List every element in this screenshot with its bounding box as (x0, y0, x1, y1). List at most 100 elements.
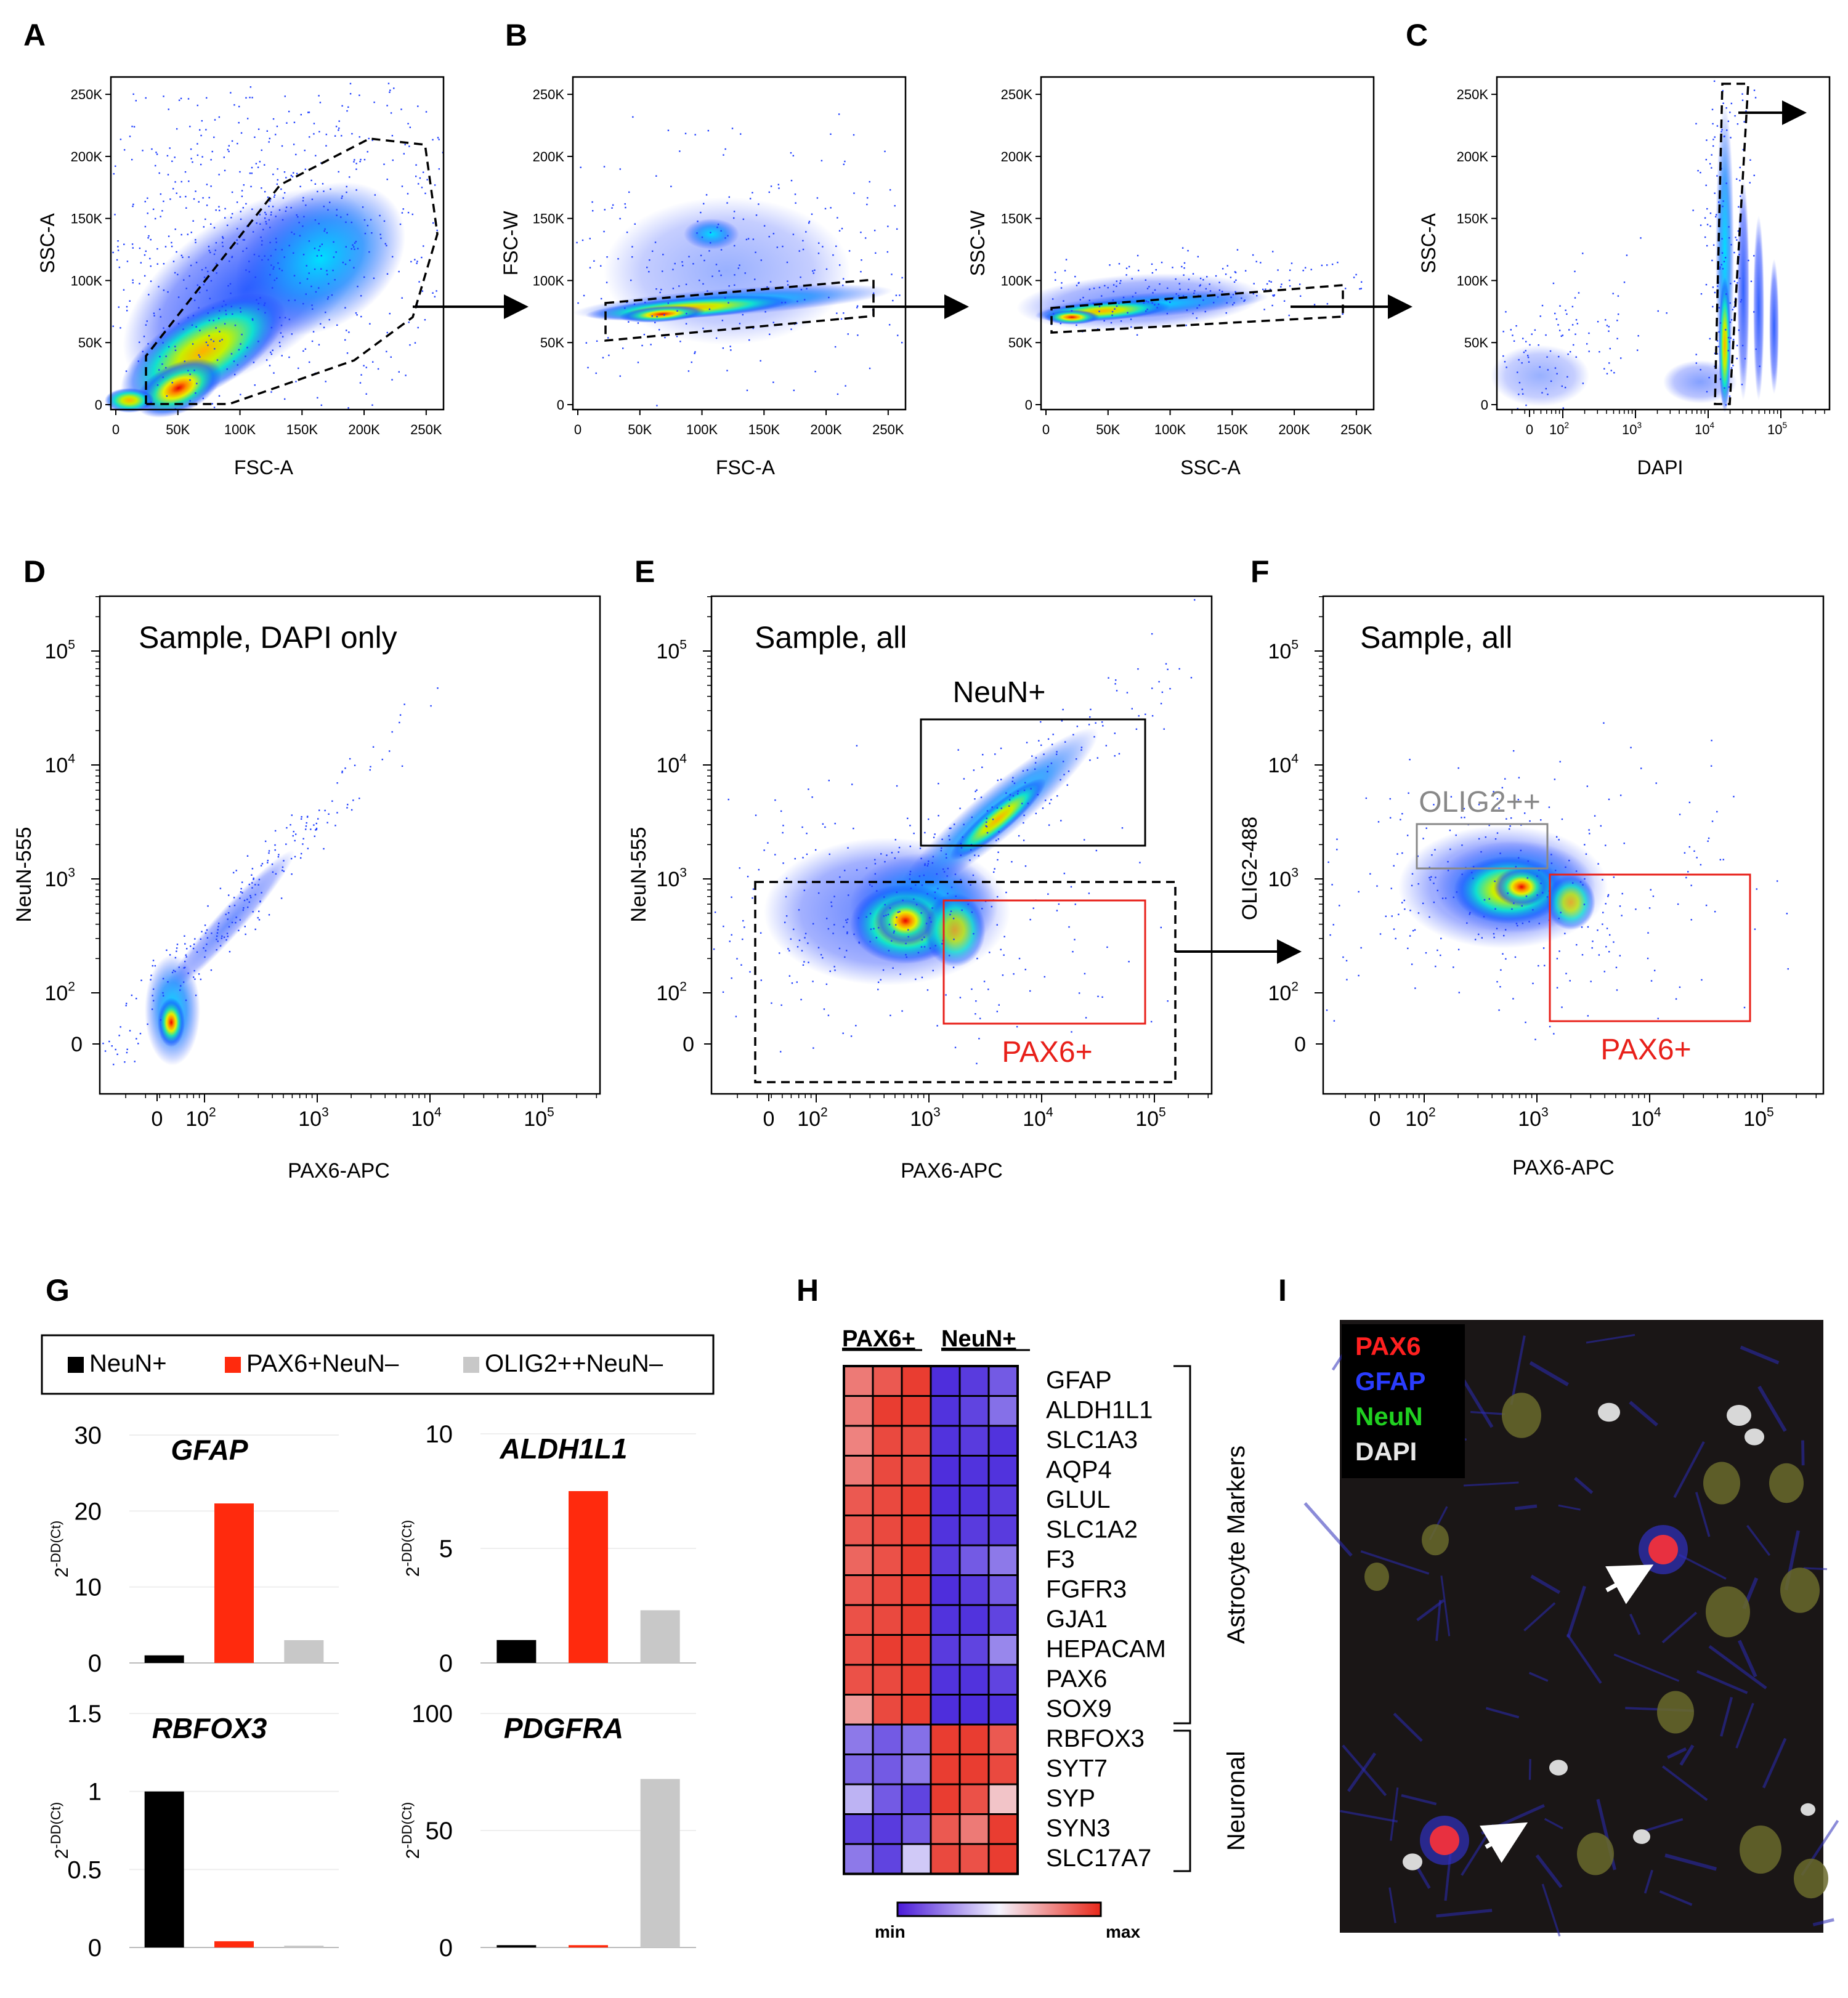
flow-event (1135, 292, 1137, 294)
gfap-process (1803, 1567, 1828, 1571)
flow-event (955, 896, 957, 897)
flow-event (314, 835, 316, 838)
flow-event (359, 382, 362, 384)
flow-event (1606, 373, 1608, 374)
flow-event (200, 134, 202, 137)
flow-event (335, 126, 338, 127)
flow-event (860, 270, 862, 273)
flow-event (195, 261, 198, 264)
flow-event (1565, 973, 1567, 974)
flow-event (861, 259, 862, 261)
flow-event (1040, 721, 1042, 723)
flow-event (971, 988, 973, 990)
gate-b2 (1050, 284, 1344, 334)
x-tick-label: 104 (411, 1106, 442, 1131)
flow-event (745, 238, 748, 241)
flow-event (785, 896, 787, 898)
flow-event (216, 948, 217, 951)
flow-event (846, 950, 848, 952)
flow-event (1440, 937, 1442, 939)
flow-event (1167, 1000, 1169, 1002)
flow-event (290, 823, 291, 826)
flow-event (1151, 687, 1153, 689)
heatmap-cell (843, 1395, 874, 1427)
flow-event (240, 891, 242, 893)
flow-event (1546, 896, 1549, 898)
flow-event (833, 966, 835, 968)
flow-event (1326, 303, 1329, 305)
flow-event (1151, 715, 1154, 717)
flow-event (213, 136, 215, 139)
flow-event (132, 279, 134, 281)
flow-event (383, 163, 385, 165)
flow-event (591, 201, 593, 203)
flow-event (272, 871, 274, 873)
flow-event (206, 184, 208, 185)
y-tick-label: 0 (1481, 397, 1488, 413)
flow-event (843, 926, 845, 928)
flow-event (1061, 720, 1063, 722)
flow-event (877, 981, 880, 984)
flow-event (752, 327, 754, 330)
flow-event (847, 847, 849, 849)
plot-frame-c (1496, 76, 1831, 411)
flow-event (206, 204, 208, 206)
ylabel-e: NeuN-555 (627, 827, 650, 923)
flow-event (679, 150, 681, 152)
flow-event (1719, 266, 1721, 268)
flow-event (1273, 295, 1275, 297)
flow-event (341, 195, 343, 197)
y-tick-label: 100 (411, 1701, 453, 1728)
flow-event (297, 216, 299, 218)
flow-event (228, 926, 230, 928)
gfap-process (1303, 1502, 1353, 1557)
y-tick-label: 100K (71, 273, 103, 288)
flow-event (1498, 807, 1500, 809)
flow-event (1181, 265, 1183, 268)
flow-event (784, 921, 786, 923)
heatmap-cell (930, 1783, 961, 1815)
arrow-pax6-cell-1 (1605, 1564, 1654, 1604)
heatmap-cell (843, 1843, 874, 1875)
flow-event (1755, 348, 1757, 350)
flow-event (1714, 291, 1716, 294)
flow-event (850, 1035, 853, 1037)
flow-event (259, 161, 261, 163)
y-tick-label: 200K (71, 149, 103, 164)
flow-event (1042, 807, 1044, 809)
gene-label: GJA1 (1046, 1606, 1108, 1633)
flow-event (347, 106, 349, 108)
heatmap-cell (901, 1634, 932, 1666)
flow-event (1104, 285, 1106, 287)
heatmap-cell (987, 1783, 1019, 1815)
flow-event (351, 809, 353, 811)
flow-event (190, 158, 192, 160)
x-tick-label: 50K (628, 422, 652, 437)
flow-event (1137, 254, 1139, 257)
flow-event (288, 245, 290, 246)
y-tick-label: 200K (533, 149, 565, 164)
flow-event (1576, 323, 1578, 325)
flow-event (174, 156, 176, 158)
flow-event (132, 281, 134, 284)
flow-event (1613, 876, 1615, 878)
flow-event (357, 248, 359, 249)
flow-event (895, 294, 898, 296)
flow-event (1074, 904, 1076, 905)
flow-event (187, 370, 189, 371)
flow-event (1339, 905, 1340, 907)
flow-event (261, 149, 262, 152)
flow-event (1469, 913, 1470, 915)
title-d: Sample, DAPI only (139, 620, 397, 655)
flow-event (697, 220, 699, 222)
flow-event (117, 246, 119, 248)
flow-event (185, 999, 187, 1001)
heatmap-cell (901, 1515, 932, 1547)
flow-event (1711, 154, 1712, 156)
flow-event (326, 298, 329, 300)
flow-event (1441, 897, 1444, 899)
flow-event (846, 921, 848, 924)
gfap-process (1566, 1633, 1602, 1684)
flow-event (217, 929, 219, 931)
flow-event (298, 367, 299, 370)
